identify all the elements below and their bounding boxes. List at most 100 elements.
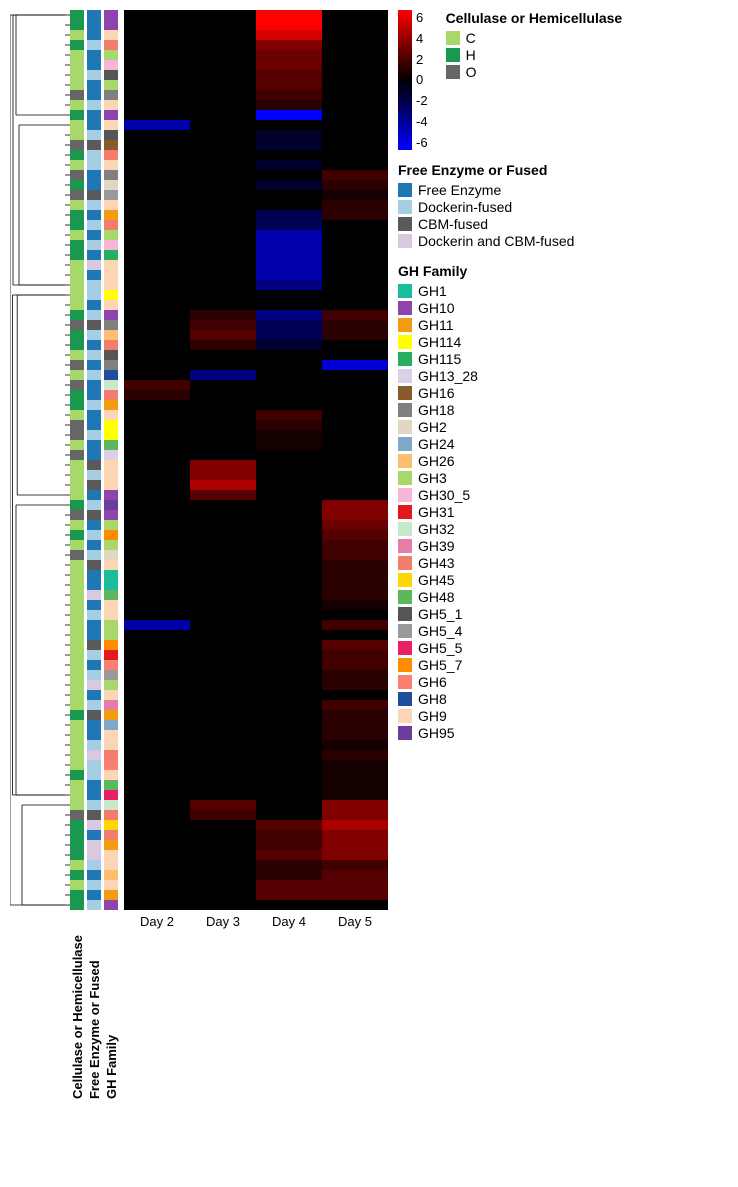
x-axis-label: Day 4 [256,914,322,929]
heatmap-cell [322,590,388,600]
anno-cell [104,480,118,490]
anno-cell [104,650,118,660]
anno-cell [87,480,101,490]
anno-cell [104,820,118,830]
heatmap-cell [256,100,322,110]
heatmap-cell [322,500,388,510]
anno-cell [70,870,84,880]
anno-cell [87,200,101,210]
legend-swatch [398,573,412,587]
heatmap-cell [124,520,190,530]
legend-item: GH45 [398,572,622,588]
anno-cell [104,700,118,710]
heatmap-cell [124,810,190,820]
anno-cell [70,350,84,360]
heatmap-cell [124,720,190,730]
anno-cell [87,70,101,80]
heatmap-cell [190,150,256,160]
heatmap-cell [190,900,256,910]
heatmap-cell [124,80,190,90]
heatmap-cell [190,320,256,330]
legend-label: GH11 [418,317,454,333]
anno-cell [104,770,118,780]
anno-cell [104,60,118,70]
anno-cell [70,20,84,30]
anno-cell [104,790,118,800]
heatmap-cell [190,830,256,840]
anno-cell [87,10,101,20]
heatmap-cell [322,400,388,410]
anno-cell [70,690,84,700]
colorbar-tick: 4 [416,31,428,46]
anno-cell [70,750,84,760]
heatmap-cell [256,260,322,270]
heatmap-cell [124,790,190,800]
legend-swatch [398,284,412,298]
anno-cell [104,740,118,750]
anno-cell [87,380,101,390]
anno-cell [70,570,84,580]
heatmap-cell [256,120,322,130]
heatmap-cell [190,810,256,820]
heatmap-cell [190,290,256,300]
heatmap-cell [190,740,256,750]
legend-item: H [446,47,623,63]
anno-cell [70,300,84,310]
heatmap-cell [124,760,190,770]
anno-cell [104,340,118,350]
heatmap-cell [256,810,322,820]
legend-label: Free Enzyme [418,182,501,198]
heatmap-cell [190,680,256,690]
anno-cell [70,550,84,560]
legend-swatch [398,335,412,349]
heatmap-cell [256,650,322,660]
legend-item: GH48 [398,589,622,605]
anno-cell [70,310,84,320]
anno-cell [104,640,118,650]
legend-item: GH3 [398,470,622,486]
heatmap-cell [256,150,322,160]
heatmap-cell [190,340,256,350]
heatmap-cell [124,160,190,170]
anno-cell [70,820,84,830]
legend-label: GH3 [418,470,447,486]
anno-cell [104,10,118,20]
anno-cell [104,730,118,740]
legend-item: Free Enzyme [398,182,622,198]
heatmap-cell [256,90,322,100]
anno-cell [87,50,101,60]
heatmap-cell [190,780,256,790]
heatmap-cell [256,570,322,580]
heatmap-cell [124,30,190,40]
anno-cell [70,420,84,430]
anno-cell [104,520,118,530]
heatmap-cell [124,250,190,260]
heatmap-cell [124,650,190,660]
heatmap-cell [256,460,322,470]
heatmap-cell [124,340,190,350]
heatmap-cell [322,220,388,230]
heatmap-cell [190,40,256,50]
heatmap-cell [124,470,190,480]
heatmap-cell [124,180,190,190]
heatmap-cell [124,70,190,80]
anno-cell [87,400,101,410]
legend-item: GH5_1 [398,606,622,622]
anno-cell [70,720,84,730]
anno-cell [104,330,118,340]
heatmap-cell [322,550,388,560]
legend-label: GH5_7 [418,657,462,673]
heatmap-cell [190,750,256,760]
heatmap-cell [124,420,190,430]
anno-cell [104,20,118,30]
heatmap-cell [124,590,190,600]
heatmap-cell [124,690,190,700]
heatmap-cell [190,420,256,430]
heatmap-cell [124,140,190,150]
anno-cell [104,430,118,440]
heatmap-cell [124,610,190,620]
heatmap-cell [256,410,322,420]
heatmap-cell [256,750,322,760]
heatmap-cell [256,230,322,240]
colorbar-tick: 2 [416,52,428,67]
